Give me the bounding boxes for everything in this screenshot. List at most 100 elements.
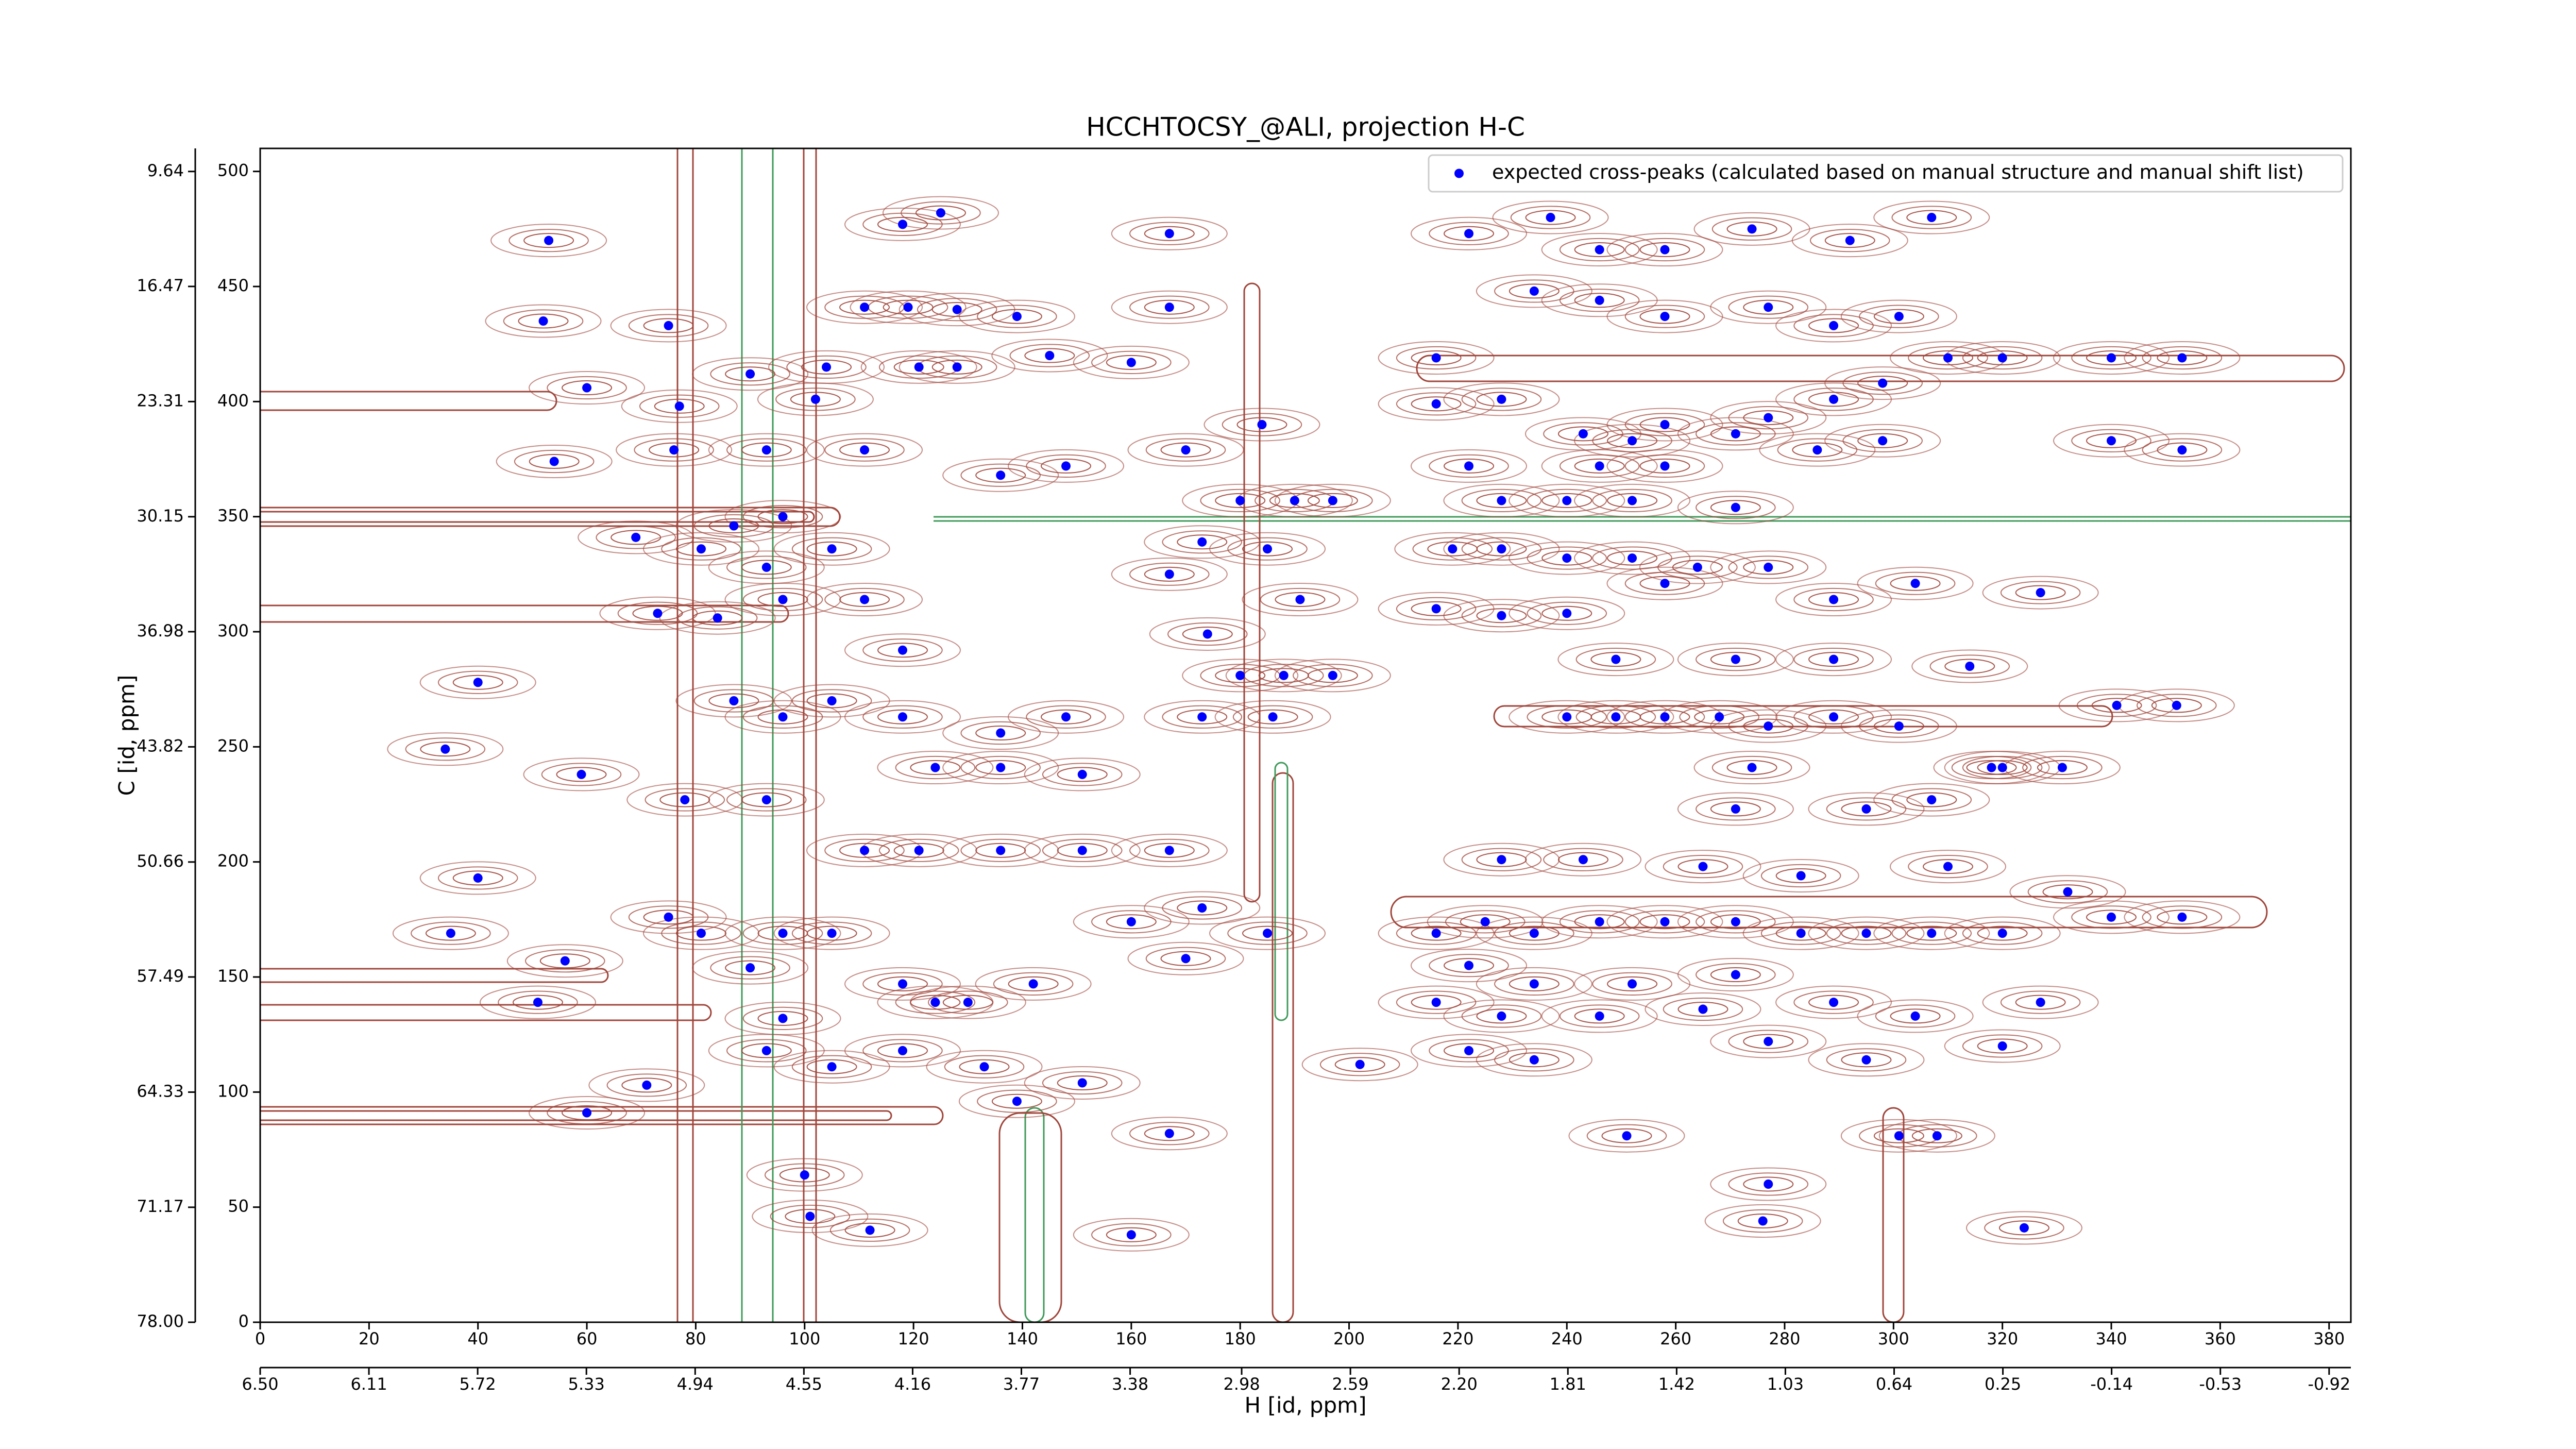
contour-ring	[1574, 914, 1625, 930]
cross-peak	[1731, 429, 1740, 439]
contour-ring	[1144, 1126, 1195, 1141]
contour	[260, 1004, 712, 1021]
contour-ring	[523, 233, 574, 248]
contour-ring	[1574, 293, 1625, 308]
cross-peak	[1764, 302, 1773, 312]
cross-peak	[2107, 436, 2116, 446]
contour-ring	[1411, 396, 1462, 412]
contour-ring	[2157, 909, 2208, 925]
contour-ring	[1026, 454, 1106, 478]
x-tick-label: 120	[898, 1329, 929, 1349]
contour-ring	[993, 972, 1074, 996]
cross-peak	[963, 998, 973, 1007]
contour-ring	[1791, 224, 1908, 258]
contour-ring	[877, 216, 928, 232]
x2-tick-label: 4.55	[786, 1374, 822, 1394]
contour-ring	[1875, 571, 1956, 595]
contour-ring	[1145, 947, 1226, 970]
contour-ring	[1575, 705, 1656, 729]
contour-ring	[2071, 905, 2151, 929]
y-tick-label: 100	[217, 1081, 249, 1101]
contour-ring	[1840, 299, 1957, 333]
cross-peak	[1758, 1216, 1768, 1226]
contour-ring	[1908, 855, 1988, 879]
x2-tick-label: 1.03	[1767, 1374, 1804, 1394]
contour-ring	[1461, 387, 1542, 411]
contour-ring	[1841, 1052, 1892, 1068]
contour-ring	[893, 843, 944, 858]
y-tick-label: 500	[217, 161, 249, 180]
contour-ring	[991, 339, 1108, 373]
contour-ring	[917, 298, 997, 322]
cross-peak	[1628, 496, 1637, 506]
contour-ring	[1710, 290, 1827, 324]
cross-peak	[1927, 213, 1937, 222]
contour-ring	[1541, 233, 1658, 267]
contour-ring	[1574, 967, 1691, 1001]
contour-ring	[862, 972, 943, 996]
contour-ring	[773, 532, 890, 566]
contour-ring	[1091, 350, 1172, 375]
x-tick-label: 60	[577, 1329, 598, 1349]
contour-ring	[529, 371, 646, 405]
contour-ring	[1427, 905, 1544, 939]
contour-ring	[1824, 233, 1875, 248]
cross-peak	[1878, 436, 1888, 446]
contour-ring	[1875, 1004, 1956, 1028]
contour-ring	[2053, 900, 2170, 934]
contour-ring	[659, 601, 776, 635]
cross-peak	[1595, 245, 1604, 255]
x-axis-label: H [id, ppm]	[1245, 1393, 1367, 1418]
cross-peak	[1764, 721, 1773, 731]
cross-peak	[1529, 286, 1539, 296]
cross-peak	[680, 795, 690, 805]
contour-ring	[1461, 537, 1542, 561]
contour	[260, 1106, 944, 1125]
contour-ring	[1429, 954, 1509, 978]
contour-ring	[785, 1209, 836, 1224]
y2-tick-label: 16.47	[137, 276, 184, 295]
y2-tick-label: 50.66	[137, 851, 184, 871]
contour-ring	[1586, 1124, 1667, 1148]
contour-ring	[1106, 914, 1157, 930]
contour-ring	[1236, 417, 1287, 432]
contour-ring	[1394, 532, 1511, 566]
cross-peak	[1894, 721, 1904, 731]
contour-ring	[1209, 916, 1326, 950]
cross-peak	[1290, 496, 1299, 506]
contour-ring	[1091, 1223, 1172, 1246]
cross-peak	[1562, 553, 1572, 563]
contour-ring	[1557, 852, 1608, 867]
contour-ring	[1443, 599, 1560, 633]
contour	[1243, 282, 1261, 903]
contour-ring	[742, 921, 823, 945]
cross-peak	[1061, 461, 1071, 471]
contour-ring	[1606, 299, 1723, 333]
contour-ring	[882, 196, 999, 230]
cross-peak	[1628, 436, 1637, 446]
contour-ring	[844, 967, 961, 1001]
contour-ring	[1091, 910, 1172, 934]
chart-title: HCCHTOCSY_@ALI, projection H-C	[1086, 112, 1525, 142]
contour-ring	[877, 751, 994, 785]
contour	[260, 511, 815, 523]
contour-ring	[1808, 392, 1859, 407]
contour-ring	[1476, 608, 1527, 624]
cross-peak	[827, 696, 837, 705]
contour-ring	[791, 921, 872, 945]
contour-ring	[1743, 1034, 1794, 1049]
cross-peak	[1235, 670, 1245, 680]
contour-ring	[588, 1068, 705, 1102]
contour-ring	[844, 207, 961, 241]
contour-ring	[1009, 344, 1090, 367]
contour-ring	[942, 716, 1059, 750]
contour-ring	[1737, 1213, 1788, 1228]
contour-ring	[1775, 700, 1892, 734]
cross-peak	[1660, 579, 1670, 588]
cross-peak	[2177, 353, 2187, 363]
cross-peak	[642, 1080, 652, 1090]
cross-peak	[2107, 912, 2116, 922]
contour-ring	[692, 610, 743, 626]
cross-peak	[1829, 654, 1839, 664]
contour-ring	[1527, 705, 1607, 729]
